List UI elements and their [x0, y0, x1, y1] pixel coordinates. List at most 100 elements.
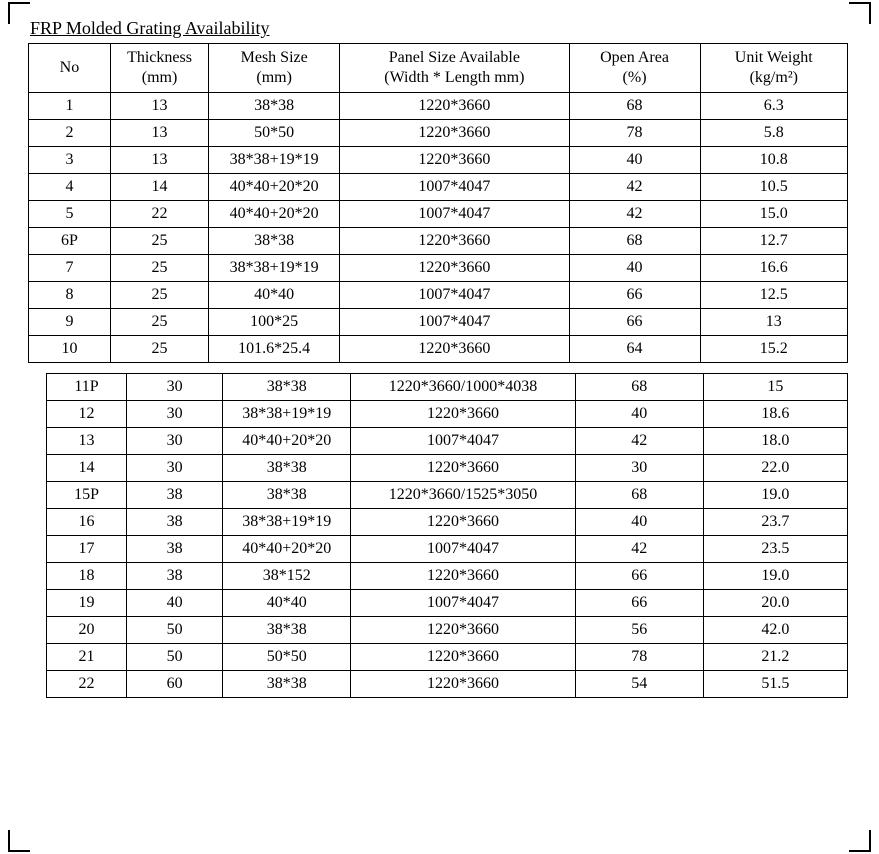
cell-mesh: 38*38+19*19: [209, 255, 340, 282]
crop-mark-icon: [8, 2, 30, 24]
cell-open: 42: [569, 174, 700, 201]
cell-panel: 1220*3660: [340, 255, 569, 282]
cell-mesh: 38*38: [223, 374, 351, 401]
cell-mesh: 40*40+20*20: [209, 201, 340, 228]
cell-no: 20: [47, 617, 127, 644]
cell-thickness: 60: [127, 671, 223, 698]
cell-panel: 1220*3660: [340, 228, 569, 255]
cell-open: 42: [569, 201, 700, 228]
col-open-l1: Open Area: [600, 49, 669, 66]
cell-mesh: 38*38+19*19: [223, 509, 351, 536]
cell-thickness: 25: [110, 282, 208, 309]
cell-no: 15P: [47, 482, 127, 509]
cell-open: 40: [569, 255, 700, 282]
cell-panel: 1007*4047: [351, 590, 575, 617]
col-weight-l2: (kg/m²): [750, 69, 798, 86]
cell-panel: 1220*3660: [351, 401, 575, 428]
cell-open: 54: [575, 671, 703, 698]
cell-mesh: 50*50: [209, 120, 340, 147]
table-row: 41440*40+20*201007*40474210.5: [29, 174, 848, 201]
cell-weight: 16.6: [700, 255, 847, 282]
cell-weight: 20.0: [703, 590, 847, 617]
table-row: 163838*38+19*191220*36604023.7: [47, 509, 848, 536]
cell-no: 16: [47, 509, 127, 536]
cell-no: 6P: [29, 228, 111, 255]
table-header: No Thickness (mm) Mesh Size (mm) Panel S…: [29, 44, 848, 93]
col-weight: Unit Weight (kg/m²): [700, 44, 847, 93]
table-row: 133040*40+20*201007*40474218.0: [47, 428, 848, 455]
cell-thickness: 13: [110, 93, 208, 120]
cell-mesh: 38*38: [223, 455, 351, 482]
cell-no: 4: [29, 174, 111, 201]
cell-panel: 1220*3660: [340, 336, 569, 363]
table-row: 1025101.6*25.41220*36606415.2: [29, 336, 848, 363]
cell-panel: 1220*3660: [351, 671, 575, 698]
cell-no: 3: [29, 147, 111, 174]
col-thickness: Thickness (mm): [110, 44, 208, 93]
cell-open: 68: [575, 482, 703, 509]
cell-weight: 10.8: [700, 147, 847, 174]
cell-no: 7: [29, 255, 111, 282]
cell-panel: 1220*3660: [351, 617, 575, 644]
cell-mesh: 38*38: [223, 617, 351, 644]
cell-thickness: 38: [127, 482, 223, 509]
cell-mesh: 50*50: [223, 644, 351, 671]
cell-weight: 18.6: [703, 401, 847, 428]
cell-no: 13: [47, 428, 127, 455]
grating-table-secondary: 11P3038*381220*3660/1000*40386815123038*…: [46, 373, 848, 698]
col-mesh-l2: (mm): [256, 69, 292, 86]
table-row: 31338*38+19*191220*36604010.8: [29, 147, 848, 174]
page-title: FRP Molded Grating Availability: [30, 18, 851, 39]
col-open-l2: (%): [623, 69, 647, 86]
table-row: 205038*381220*36605642.0: [47, 617, 848, 644]
cell-open: 66: [569, 309, 700, 336]
cell-mesh: 100*25: [209, 309, 340, 336]
cell-open: 40: [575, 401, 703, 428]
cell-thickness: 38: [127, 509, 223, 536]
cell-open: 40: [569, 147, 700, 174]
cell-mesh: 40*40+20*20: [223, 536, 351, 563]
cell-thickness: 30: [127, 455, 223, 482]
cell-no: 10: [29, 336, 111, 363]
cell-weight: 12.7: [700, 228, 847, 255]
cell-mesh: 40*40: [209, 282, 340, 309]
cell-weight: 23.5: [703, 536, 847, 563]
table-row: 143038*381220*36603022.0: [47, 455, 848, 482]
cell-weight: 15.0: [700, 201, 847, 228]
cell-panel: 1007*4047: [340, 201, 569, 228]
cell-no: 18: [47, 563, 127, 590]
cell-panel: 1007*4047: [340, 174, 569, 201]
cell-panel: 1220*3660: [351, 644, 575, 671]
cell-thickness: 14: [110, 174, 208, 201]
cell-weight: 15.2: [700, 336, 847, 363]
cell-open: 30: [575, 455, 703, 482]
cell-thickness: 13: [110, 147, 208, 174]
cell-panel: 1007*4047: [340, 309, 569, 336]
cell-no: 21: [47, 644, 127, 671]
cell-weight: 12.5: [700, 282, 847, 309]
cell-open: 68: [569, 93, 700, 120]
cell-thickness: 25: [110, 309, 208, 336]
cell-no: 22: [47, 671, 127, 698]
table-row: 123038*38+19*191220*36604018.6: [47, 401, 848, 428]
col-weight-l1: Unit Weight: [735, 49, 813, 66]
table-row: 11338*381220*3660686.3: [29, 93, 848, 120]
cell-no: 12: [47, 401, 127, 428]
cell-no: 8: [29, 282, 111, 309]
cell-open: 66: [575, 590, 703, 617]
cell-panel: 1007*4047: [351, 536, 575, 563]
cell-mesh: 38*38: [223, 482, 351, 509]
cell-weight: 23.7: [703, 509, 847, 536]
cell-open: 42: [575, 428, 703, 455]
cell-panel: 1007*4047: [351, 428, 575, 455]
crop-mark-icon: [8, 830, 30, 852]
col-panel: Panel Size Available (Width * Length mm): [340, 44, 569, 93]
cell-panel: 1220*3660: [340, 147, 569, 174]
cell-weight: 19.0: [703, 563, 847, 590]
cell-open: 68: [575, 374, 703, 401]
cell-panel: 1220*3660: [351, 455, 575, 482]
cell-weight: 6.3: [700, 93, 847, 120]
cell-weight: 19.0: [703, 482, 847, 509]
cell-mesh: 38*38: [209, 228, 340, 255]
col-thickness-l2: (mm): [142, 69, 178, 86]
